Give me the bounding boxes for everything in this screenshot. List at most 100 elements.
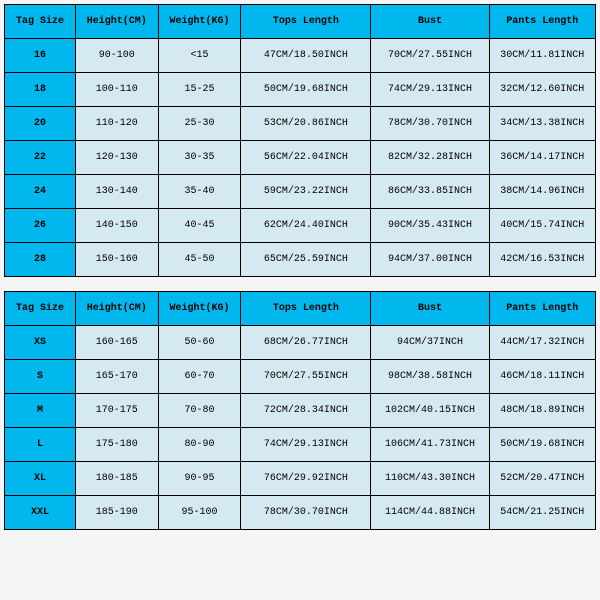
data-cell: <15 xyxy=(158,39,241,73)
data-cell: 74CM/29.13INCH xyxy=(241,428,371,462)
data-cell: 90-95 xyxy=(158,462,241,496)
tag-size-cell: XS xyxy=(5,326,76,360)
column-header: Weight(KG) xyxy=(158,5,241,39)
column-header: Tag Size xyxy=(5,5,76,39)
data-cell: 50-60 xyxy=(158,326,241,360)
data-cell: 60-70 xyxy=(158,360,241,394)
size-charts-container: Tag SizeHeight(CM)Weight(KG)Tops LengthB… xyxy=(0,0,600,534)
data-cell: 15-25 xyxy=(158,73,241,107)
data-cell: 42CM/16.53INCH xyxy=(489,243,595,277)
table-row: S165-17060-7070CM/27.55INCH98CM/38.58INC… xyxy=(5,360,596,394)
tag-size-cell: M xyxy=(5,394,76,428)
table-header-row: Tag SizeHeight(CM)Weight(KG)Tops LengthB… xyxy=(5,5,596,39)
table-row: XS160-16550-6068CM/26.77INCH94CM/37INCH4… xyxy=(5,326,596,360)
data-cell: 78CM/30.70INCH xyxy=(241,496,371,530)
column-header: Bust xyxy=(371,5,489,39)
data-cell: 65CM/25.59INCH xyxy=(241,243,371,277)
tag-size-cell: 24 xyxy=(5,175,76,209)
data-cell: 120-130 xyxy=(75,141,158,175)
data-cell: 32CM/12.60INCH xyxy=(489,73,595,107)
data-cell: 52CM/20.47INCH xyxy=(489,462,595,496)
tag-size-cell: 18 xyxy=(5,73,76,107)
tag-size-cell: 16 xyxy=(5,39,76,73)
data-cell: 102CM/40.15INCH xyxy=(371,394,489,428)
data-cell: 95-100 xyxy=(158,496,241,530)
table-row: 26140-15040-4562CM/24.40INCH90CM/35.43IN… xyxy=(5,209,596,243)
data-cell: 110-120 xyxy=(75,107,158,141)
data-cell: 62CM/24.40INCH xyxy=(241,209,371,243)
column-header: Height(CM) xyxy=(75,5,158,39)
column-header: Bust xyxy=(371,292,489,326)
data-cell: 68CM/26.77INCH xyxy=(241,326,371,360)
tag-size-cell: S xyxy=(5,360,76,394)
column-header: Pants Length xyxy=(489,5,595,39)
data-cell: 86CM/33.85INCH xyxy=(371,175,489,209)
data-cell: 94CM/37.00INCH xyxy=(371,243,489,277)
data-cell: 76CM/29.92INCH xyxy=(241,462,371,496)
data-cell: 30CM/11.81INCH xyxy=(489,39,595,73)
data-cell: 170-175 xyxy=(75,394,158,428)
data-cell: 53CM/20.86INCH xyxy=(241,107,371,141)
data-cell: 130-140 xyxy=(75,175,158,209)
column-header: Tag Size xyxy=(5,292,76,326)
tag-size-cell: 20 xyxy=(5,107,76,141)
tag-size-cell: XXL xyxy=(5,496,76,530)
data-cell: 100-110 xyxy=(75,73,158,107)
data-cell: 70-80 xyxy=(158,394,241,428)
data-cell: 50CM/19.68INCH xyxy=(489,428,595,462)
data-cell: 40-45 xyxy=(158,209,241,243)
tag-size-cell: XL xyxy=(5,462,76,496)
data-cell: 34CM/13.38INCH xyxy=(489,107,595,141)
size-table-adults: Tag SizeHeight(CM)Weight(KG)Tops LengthB… xyxy=(4,291,596,530)
tag-size-cell: 28 xyxy=(5,243,76,277)
table-row: L175-18080-9074CM/29.13INCH106CM/41.73IN… xyxy=(5,428,596,462)
table-row: 20110-12025-3053CM/20.86INCH78CM/30.70IN… xyxy=(5,107,596,141)
column-header: Height(CM) xyxy=(75,292,158,326)
table-row: 24130-14035-4059CM/23.22INCH86CM/33.85IN… xyxy=(5,175,596,209)
data-cell: 110CM/43.30INCH xyxy=(371,462,489,496)
data-cell: 74CM/29.13INCH xyxy=(371,73,489,107)
table-row: M170-17570-8072CM/28.34INCH102CM/40.15IN… xyxy=(5,394,596,428)
data-cell: 54CM/21.25INCH xyxy=(489,496,595,530)
data-cell: 98CM/38.58INCH xyxy=(371,360,489,394)
data-cell: 165-170 xyxy=(75,360,158,394)
data-cell: 140-150 xyxy=(75,209,158,243)
data-cell: 150-160 xyxy=(75,243,158,277)
table-row: 22120-13030-3556CM/22.04INCH82CM/32.28IN… xyxy=(5,141,596,175)
data-cell: 106CM/41.73INCH xyxy=(371,428,489,462)
data-cell: 80-90 xyxy=(158,428,241,462)
data-cell: 90-100 xyxy=(75,39,158,73)
data-cell: 47CM/18.50INCH xyxy=(241,39,371,73)
table-row: 1690-100<1547CM/18.50INCH70CM/27.55INCH3… xyxy=(5,39,596,73)
data-cell: 48CM/18.89INCH xyxy=(489,394,595,428)
data-cell: 70CM/27.55INCH xyxy=(371,39,489,73)
table-row: XXL185-19095-10078CM/30.70INCH114CM/44.8… xyxy=(5,496,596,530)
data-cell: 114CM/44.88INCH xyxy=(371,496,489,530)
data-cell: 25-30 xyxy=(158,107,241,141)
table-row: 28150-16045-5065CM/25.59INCH94CM/37.00IN… xyxy=(5,243,596,277)
data-cell: 90CM/35.43INCH xyxy=(371,209,489,243)
column-header: Weight(KG) xyxy=(158,292,241,326)
table-row: 18100-11015-2550CM/19.68INCH74CM/29.13IN… xyxy=(5,73,596,107)
tag-size-cell: 26 xyxy=(5,209,76,243)
data-cell: 59CM/23.22INCH xyxy=(241,175,371,209)
table-row: XL180-18590-9576CM/29.92INCH110CM/43.30I… xyxy=(5,462,596,496)
data-cell: 185-190 xyxy=(75,496,158,530)
data-cell: 50CM/19.68INCH xyxy=(241,73,371,107)
data-cell: 180-185 xyxy=(75,462,158,496)
tag-size-cell: L xyxy=(5,428,76,462)
data-cell: 78CM/30.70INCH xyxy=(371,107,489,141)
tag-size-cell: 22 xyxy=(5,141,76,175)
data-cell: 94CM/37INCH xyxy=(371,326,489,360)
data-cell: 44CM/17.32INCH xyxy=(489,326,595,360)
table-gap xyxy=(4,277,596,291)
data-cell: 30-35 xyxy=(158,141,241,175)
data-cell: 72CM/28.34INCH xyxy=(241,394,371,428)
data-cell: 82CM/32.28INCH xyxy=(371,141,489,175)
data-cell: 175-180 xyxy=(75,428,158,462)
data-cell: 35-40 xyxy=(158,175,241,209)
data-cell: 56CM/22.04INCH xyxy=(241,141,371,175)
column-header: Pants Length xyxy=(489,292,595,326)
column-header: Tops Length xyxy=(241,292,371,326)
data-cell: 70CM/27.55INCH xyxy=(241,360,371,394)
